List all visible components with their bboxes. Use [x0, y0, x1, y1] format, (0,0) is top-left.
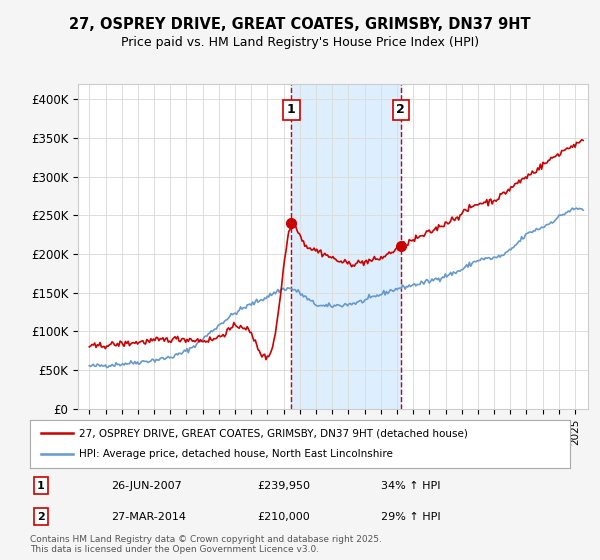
- Text: 2: 2: [37, 512, 44, 521]
- Text: 34% ↑ HPI: 34% ↑ HPI: [381, 481, 440, 491]
- Text: 2: 2: [397, 104, 405, 116]
- Text: Contains HM Land Registry data © Crown copyright and database right 2025.
This d: Contains HM Land Registry data © Crown c…: [30, 535, 382, 554]
- Text: 1: 1: [287, 104, 296, 116]
- Text: 27, OSPREY DRIVE, GREAT COATES, GRIMSBY, DN37 9HT (detached house): 27, OSPREY DRIVE, GREAT COATES, GRIMSBY,…: [79, 428, 467, 438]
- Text: Price paid vs. HM Land Registry's House Price Index (HPI): Price paid vs. HM Land Registry's House …: [121, 36, 479, 49]
- Text: 27-MAR-2014: 27-MAR-2014: [111, 512, 186, 521]
- Text: 26-JUN-2007: 26-JUN-2007: [111, 481, 182, 491]
- Text: £239,950: £239,950: [257, 481, 310, 491]
- Text: 27, OSPREY DRIVE, GREAT COATES, GRIMSBY, DN37 9HT: 27, OSPREY DRIVE, GREAT COATES, GRIMSBY,…: [69, 17, 531, 32]
- Bar: [292, 84, 401, 409]
- Text: HPI: Average price, detached house, North East Lincolnshire: HPI: Average price, detached house, Nort…: [79, 449, 392, 459]
- Text: 29% ↑ HPI: 29% ↑ HPI: [381, 512, 440, 521]
- Text: 1: 1: [37, 481, 44, 491]
- Text: £210,000: £210,000: [257, 512, 310, 521]
